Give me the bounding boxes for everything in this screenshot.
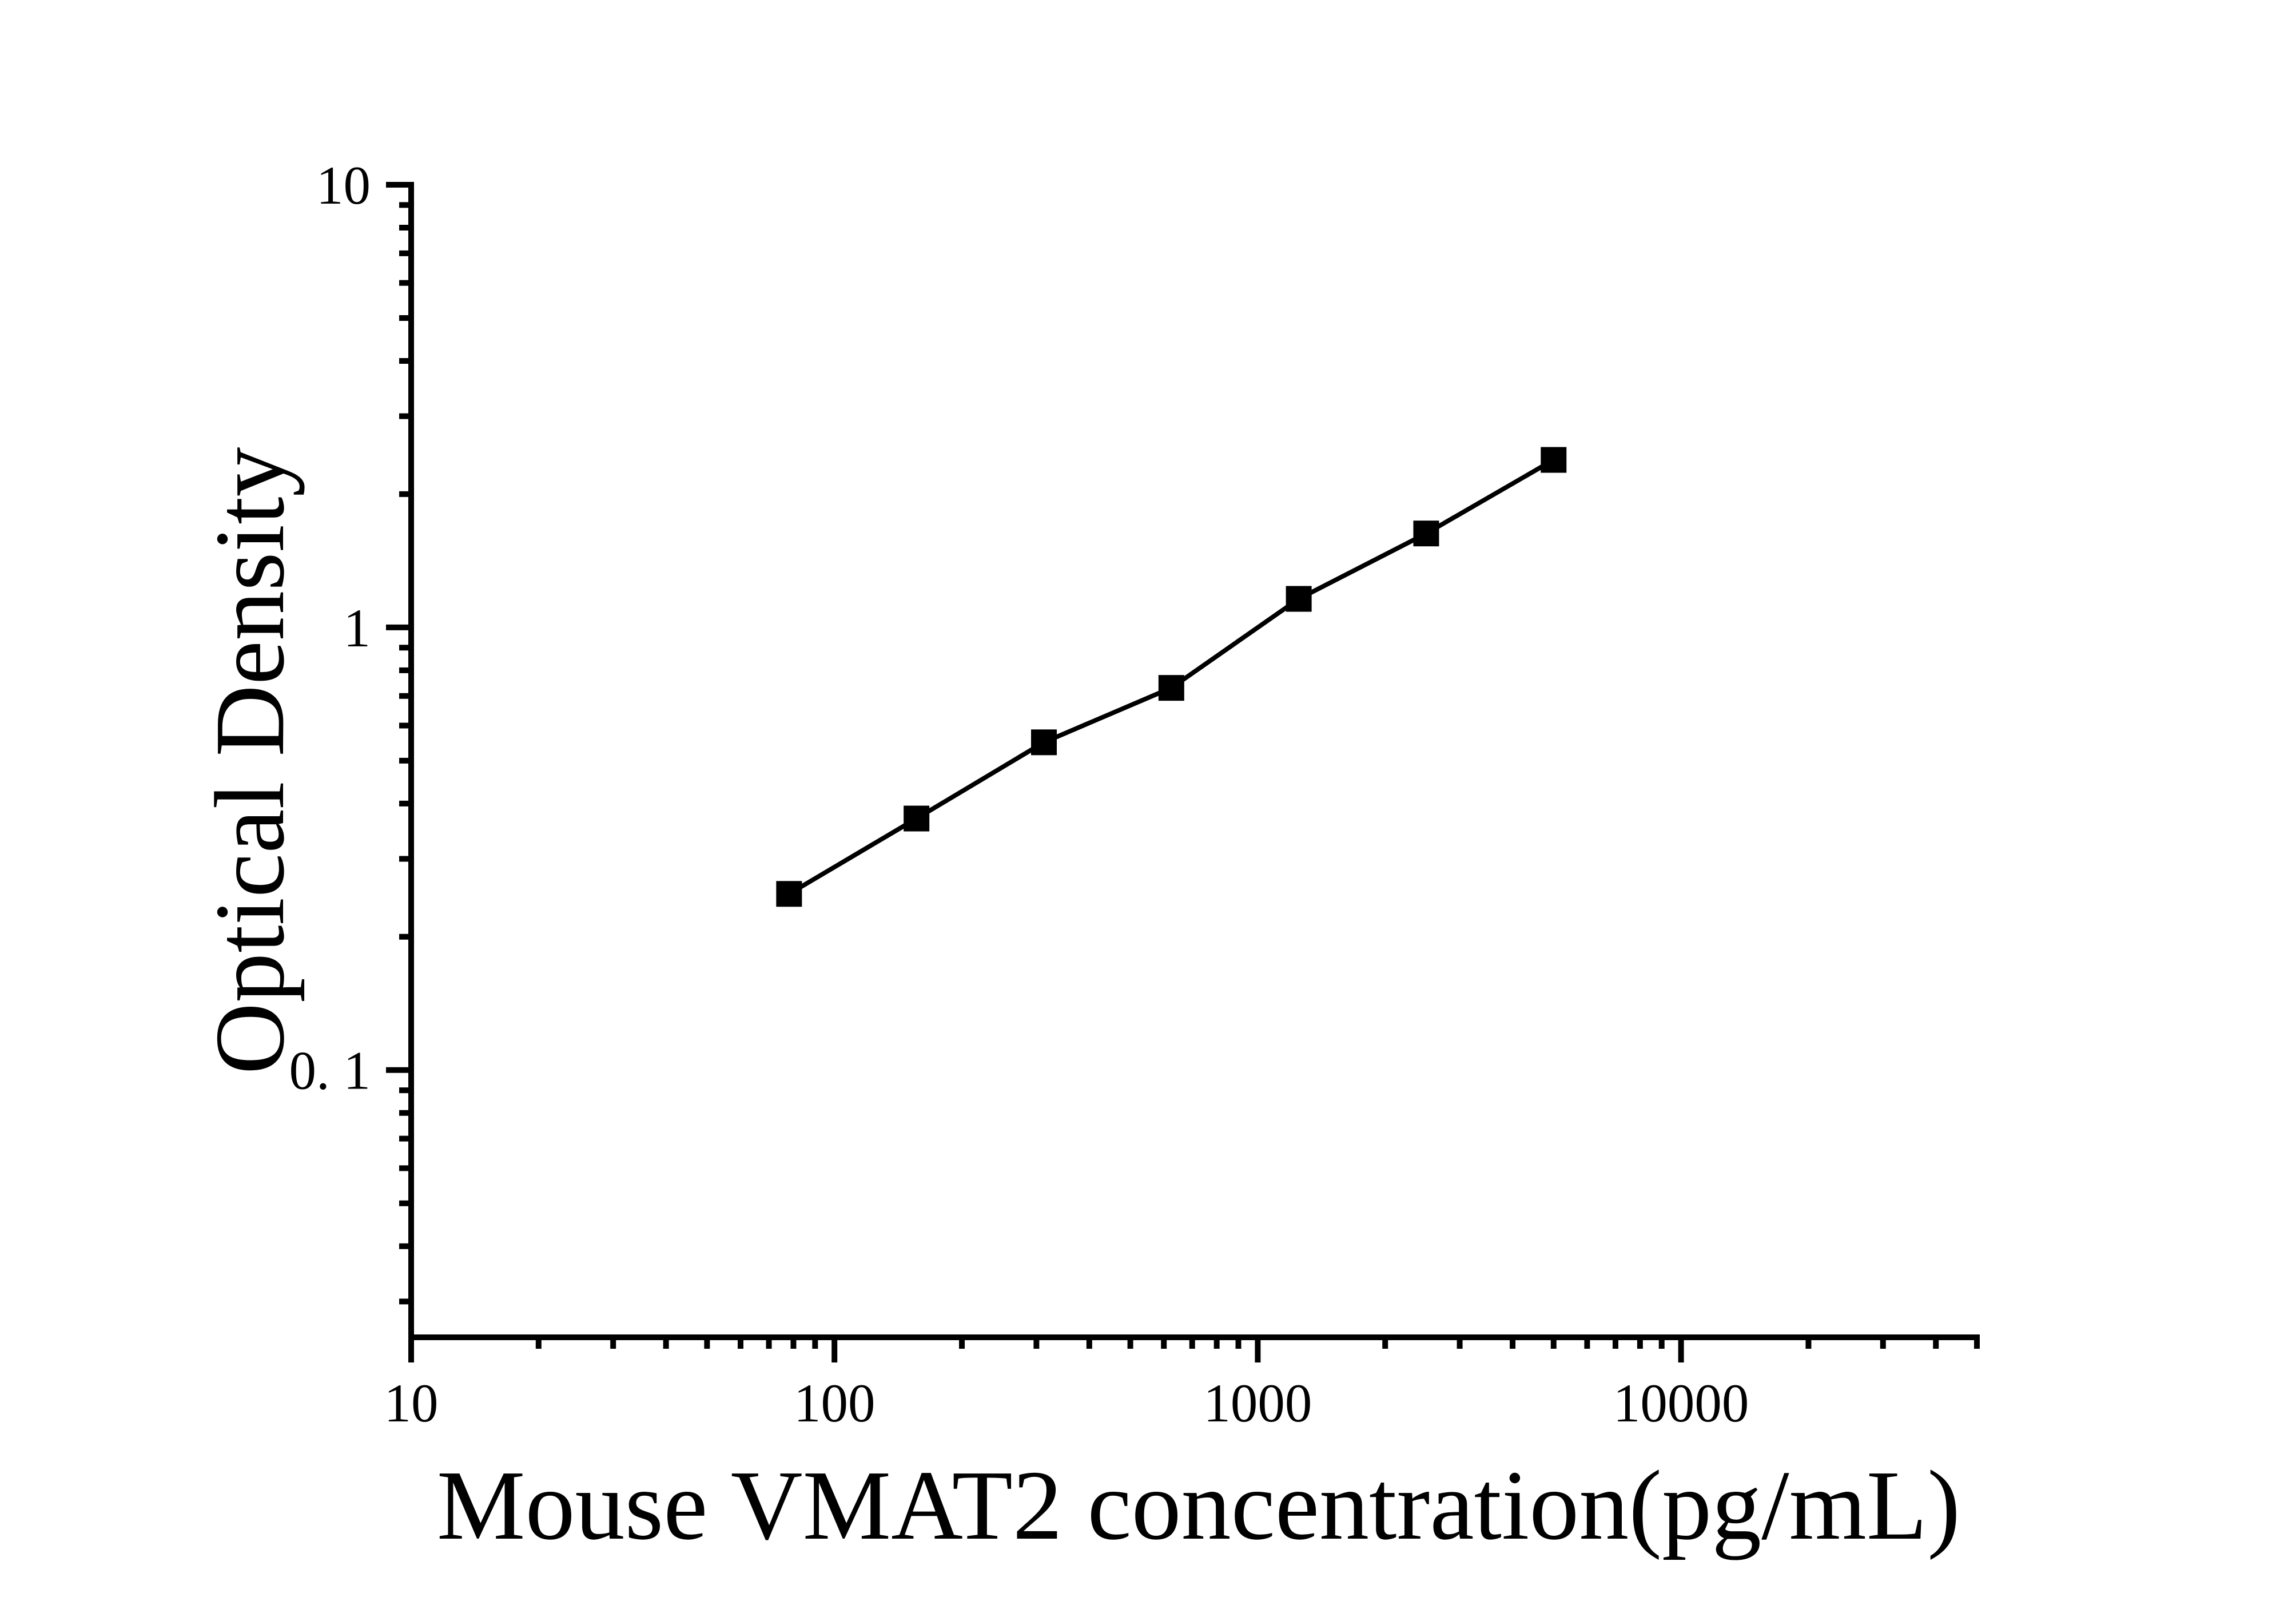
tick-marks — [386, 182, 1980, 1362]
x-tick-label: 100 — [794, 1373, 876, 1433]
x-tick-label: 10 — [384, 1373, 439, 1433]
y-tick-label: 0. 1 — [289, 1040, 371, 1101]
data-point-marker — [1158, 675, 1184, 701]
data-point-marker — [776, 881, 802, 907]
y-tick-label: 1 — [344, 598, 371, 658]
data-point-marker — [904, 805, 930, 832]
data-point-marker — [1286, 586, 1312, 612]
x-tick-label: 10000 — [1613, 1373, 1749, 1433]
data-point-marker — [1413, 521, 1439, 547]
axes — [408, 182, 1980, 1340]
data-series — [776, 447, 1567, 907]
x-tick-label: 1000 — [1203, 1373, 1312, 1433]
y-tick-label: 10 — [316, 155, 371, 216]
data-point-marker — [1030, 729, 1057, 756]
data-point-marker — [1541, 447, 1567, 473]
x-axis-title: Mouse VMAT2 concentration(pg/mL) — [437, 1450, 1960, 1560]
tick-labels: 10 100 1000 10000 10 1 0. 1 — [289, 155, 1749, 1433]
y-axis-title: Optical Density — [194, 447, 305, 1075]
